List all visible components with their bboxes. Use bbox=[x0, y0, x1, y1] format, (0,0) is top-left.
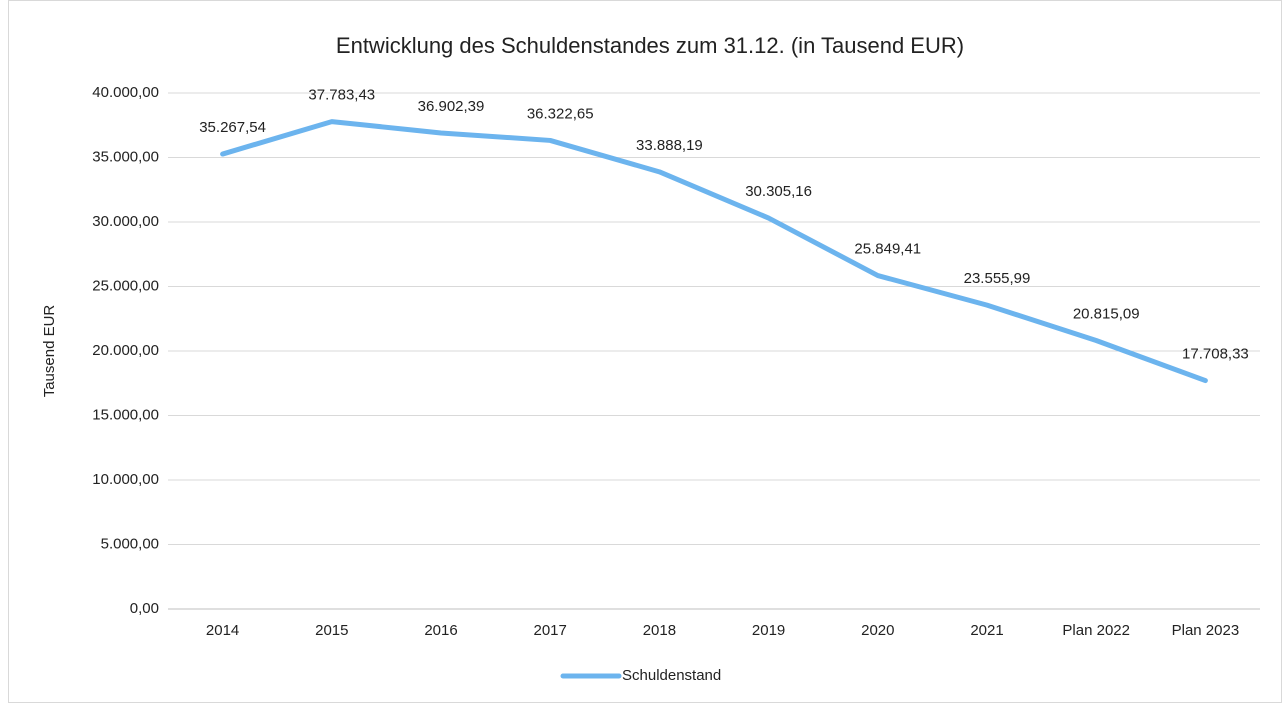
y-axis-label: Tausend EUR bbox=[41, 305, 58, 398]
y-tick-label: 30.000,00 bbox=[92, 213, 159, 230]
data-label: 25.849,41 bbox=[854, 241, 921, 258]
data-label: 30.305,16 bbox=[745, 183, 812, 200]
data-label: 37.783,43 bbox=[308, 87, 375, 104]
data-label: 20.815,09 bbox=[1073, 305, 1140, 322]
y-tick-label: 25.000,00 bbox=[92, 277, 159, 294]
y-tick-label: 10.000,00 bbox=[92, 471, 159, 488]
y-tick-label: 35.000,00 bbox=[92, 148, 159, 165]
x-tick-label: 2020 bbox=[861, 622, 894, 639]
y-tick-label: 0,00 bbox=[130, 600, 159, 617]
x-tick-label: 2015 bbox=[315, 622, 348, 639]
data-label: 23.555,99 bbox=[964, 270, 1031, 287]
y-tick-label: 20.000,00 bbox=[92, 342, 159, 359]
y-tick-label: 40.000,00 bbox=[92, 84, 159, 101]
chart-title: Entwicklung des Schuldenstandes zum 31.1… bbox=[336, 33, 964, 58]
y-tick-label: 15.000,00 bbox=[92, 406, 159, 423]
x-tick-label: 2019 bbox=[752, 622, 785, 639]
x-tick-label: 2014 bbox=[206, 622, 239, 639]
data-label: 17.708,33 bbox=[1182, 346, 1249, 363]
legend-label: Schuldenstand bbox=[622, 667, 721, 684]
x-tick-label: Plan 2023 bbox=[1172, 622, 1240, 639]
y-tick-label: 5.000,00 bbox=[101, 535, 159, 552]
series-line bbox=[220, 119, 1208, 384]
x-tick-label: 2017 bbox=[534, 622, 567, 639]
x-tick-label: Plan 2022 bbox=[1062, 622, 1130, 639]
x-tick-label: 2018 bbox=[643, 622, 676, 639]
data-label: 36.902,39 bbox=[418, 98, 485, 115]
x-tick-label: 2021 bbox=[970, 622, 1003, 639]
data-label: 33.888,19 bbox=[636, 137, 703, 154]
x-tick-label: 2016 bbox=[424, 622, 457, 639]
data-label: 36.322,65 bbox=[527, 105, 594, 122]
data-label: 35.267,54 bbox=[199, 119, 266, 136]
